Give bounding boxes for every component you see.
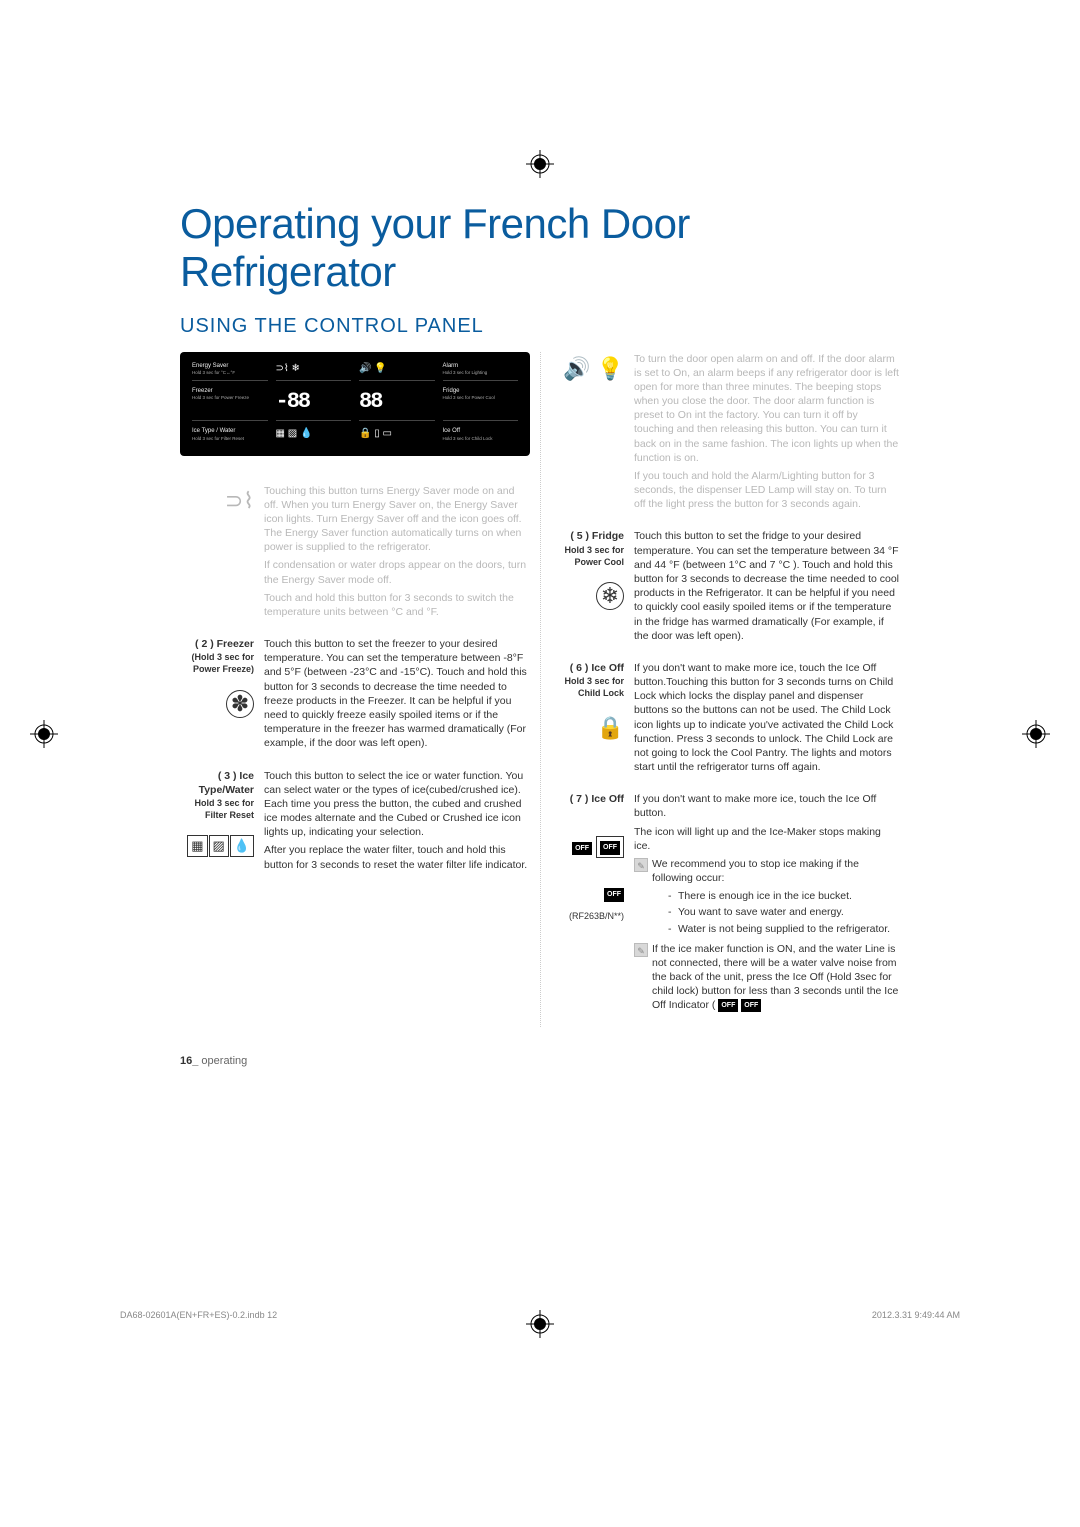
alarm-lighting-icon: 🔊 💡 bbox=[550, 352, 624, 516]
energy-saver-icon: ⊃⌇ bbox=[180, 484, 254, 624]
section7-note1: We recommend you to stop ice making if t… bbox=[652, 857, 900, 885]
section2-body: Touch this button to set the freezer to … bbox=[264, 637, 530, 750]
panel-freezer-temp: -88 bbox=[276, 387, 352, 422]
section7-bullet1: There is enough ice in the ice bucket. bbox=[678, 889, 900, 903]
print-timestamp: 2012.3.31 9:49:44 AM bbox=[872, 1310, 960, 1320]
section3-label: ( 3 ) Ice Type/Water bbox=[180, 769, 254, 797]
section3-p1: Touch this button to select the ice or w… bbox=[264, 769, 530, 840]
section6-body: If you don't want to make more ice, touc… bbox=[634, 661, 900, 774]
model-number: (RF263B/N**) bbox=[550, 910, 624, 922]
section6-sub: Hold 3 sec for Child Lock bbox=[550, 675, 624, 699]
panel-fridge-sub: Hold 3 sec for Power Cool bbox=[443, 395, 519, 401]
panel-freezer-sub: Hold 3 sec for Power Freeze bbox=[192, 395, 268, 401]
registration-mark-icon bbox=[1022, 720, 1050, 748]
indicator-off-icon-2: OFF bbox=[741, 999, 761, 1012]
indicator-off-icon: OFF bbox=[718, 999, 738, 1012]
section5-sub: Hold 3 sec for Power Cool bbox=[550, 544, 624, 568]
child-lock-icon: 🔒 bbox=[550, 713, 624, 743]
section3-sub: Hold 3 sec for Filter Reset bbox=[180, 797, 254, 821]
panel-lock-icons: 🔒 ▯ ▭ bbox=[359, 427, 435, 445]
section2-sub: (Hold 3 sec for Power Freeze) bbox=[180, 651, 254, 675]
panel-fridge-label: Fridge bbox=[443, 387, 519, 395]
page-title: Operating your French Door Refrigerator bbox=[180, 200, 900, 297]
section5-label: ( 5 ) Fridge bbox=[550, 529, 624, 543]
left-column: Energy Saver Hold 3 sec for °C↔°F ⊃⌇ ❄ 🔊… bbox=[180, 352, 530, 1027]
print-filename: DA68-02601A(EN+FR+ES)-0.2.indb 12 bbox=[120, 1310, 277, 1320]
panel-energy-saver-label: Energy Saver bbox=[192, 362, 268, 370]
off-icon-box: OFF bbox=[600, 841, 620, 854]
section7-bullet3: Water is not being supplied to the refri… bbox=[678, 922, 900, 936]
right-column: 🔊 💡 To turn the door open alarm on and o… bbox=[550, 352, 900, 1027]
section1-p2: If condensation or water drops appear on… bbox=[264, 558, 530, 586]
section7-label: ( 7 ) Ice Off bbox=[550, 792, 624, 806]
panel-fridge-temp: 88 bbox=[359, 387, 435, 422]
panel-freezer-label: Freezer bbox=[192, 387, 268, 395]
section7-p1: If you don't want to make more ice, touc… bbox=[634, 792, 900, 820]
section6-label: ( 6 ) Ice Off bbox=[550, 661, 624, 675]
page-content: Operating your French Door Refrigerator … bbox=[180, 200, 900, 1027]
section7-p2: The icon will light up and the Ice-Maker… bbox=[634, 825, 900, 853]
section1-p3: Touch and hold this button for 3 seconds… bbox=[264, 591, 530, 619]
note-icon: ✎ bbox=[634, 943, 648, 957]
crushed-ice-icon: ▨ bbox=[209, 835, 229, 857]
control-panel-graphic: Energy Saver Hold 3 sec for °C↔°F ⊃⌇ ❄ 🔊… bbox=[180, 352, 530, 456]
panel-ice-icons: ▦ ▨ 💧 bbox=[276, 427, 352, 445]
panel-icetype-sub: Hold 3 sec for Filter Reset bbox=[192, 436, 268, 442]
section1-p1: Touching this button turns Energy Saver … bbox=[264, 484, 530, 555]
panel-energy-saver-sub: Hold 3 sec for °C↔°F bbox=[192, 370, 268, 376]
print-metadata-line: DA68-02601A(EN+FR+ES)-0.2.indb 12 2012.3… bbox=[120, 1310, 960, 1320]
section7-bullet2: You want to save water and energy. bbox=[678, 905, 900, 919]
panel-alarm-label: Alarm bbox=[443, 362, 519, 370]
section2-label: ( 2 ) Freezer bbox=[180, 637, 254, 651]
power-cool-icon: ❄ bbox=[596, 582, 624, 610]
page-footer: 16_ operating bbox=[180, 1055, 247, 1067]
panel-icetype-label: Ice Type / Water bbox=[192, 427, 268, 435]
off-icon-small: OFF bbox=[572, 842, 592, 855]
panel-energy-icons: ⊃⌇ ❄ bbox=[276, 362, 352, 381]
footer-section-name: operating bbox=[201, 1055, 247, 1067]
section4-p2: If you touch and hold the Alarm/Lighting… bbox=[634, 469, 900, 512]
panel-alarm-icons: 🔊 💡 bbox=[359, 362, 435, 381]
water-icon: 💧 bbox=[230, 835, 254, 857]
section-heading: USING THE CONTROL PANEL bbox=[180, 315, 900, 338]
section3-p2: After you replace the water filter, touc… bbox=[264, 843, 530, 871]
power-freeze-icon: ✽ bbox=[226, 690, 254, 718]
section7-note2: If the ice maker function is ON, and the… bbox=[652, 943, 898, 1012]
column-divider bbox=[540, 352, 541, 1027]
panel-iceoff-label: Ice Off bbox=[443, 427, 519, 435]
panel-iceoff-sub: Hold 3 sec for Child Lock bbox=[443, 436, 519, 442]
cubed-ice-icon: ▦ bbox=[187, 835, 207, 857]
footer-page-number: 16_ bbox=[180, 1055, 198, 1067]
off-icon-single: OFF bbox=[604, 888, 624, 901]
note-icon: ✎ bbox=[634, 858, 648, 872]
section5-body: Touch this button to set the fridge to y… bbox=[634, 529, 900, 642]
registration-mark-icon bbox=[526, 150, 554, 178]
panel-alarm-sub: Hold 3 sec for Lighting bbox=[443, 370, 519, 376]
section4-p1: To turn the door open alarm on and off. … bbox=[634, 352, 900, 465]
registration-mark-icon bbox=[30, 720, 58, 748]
